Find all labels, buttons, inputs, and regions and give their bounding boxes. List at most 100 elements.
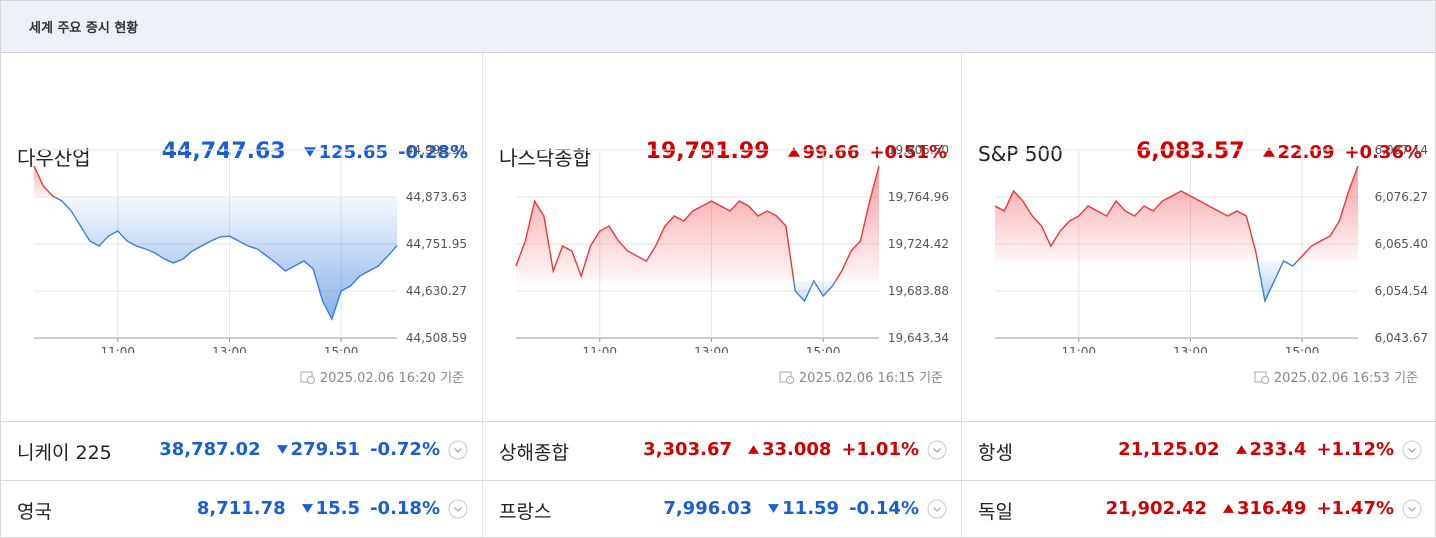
change-percent: -0.28% bbox=[398, 142, 468, 163]
y-tick-label: 19,724.42 bbox=[888, 237, 949, 251]
icon-shape bbox=[927, 440, 947, 459]
index-name: 프랑스 bbox=[499, 501, 552, 523]
y-tick-label: 44,630.27 bbox=[406, 284, 467, 298]
change-value: 233.4 bbox=[1249, 439, 1307, 460]
line-chart: 19,805.50 19,764.96 19,724.42 19,683.88 19,6… bbox=[515, 143, 949, 353]
y-tick-label: 44,508.59 bbox=[406, 331, 467, 345]
arrow-icon bbox=[1223, 504, 1234, 513]
icon-shape bbox=[933, 506, 941, 512]
y-tick-label: 19,805.50 bbox=[888, 143, 949, 157]
change: 316.49 bbox=[1223, 498, 1306, 519]
expand-button[interactable] bbox=[448, 440, 468, 460]
arrow-icon bbox=[276, 445, 288, 454]
change-percent: +1.47% bbox=[1316, 498, 1394, 519]
calendar-icon bbox=[1254, 371, 1269, 384]
icon-shape bbox=[454, 506, 462, 512]
x-tick-label: 13:00 bbox=[1173, 345, 1208, 353]
expand-button[interactable] bbox=[927, 440, 947, 460]
timestamp: 2025.02.06 16:15 기준 bbox=[779, 367, 943, 386]
index-name: 항셍 bbox=[978, 442, 1013, 464]
change: 15.5 bbox=[301, 498, 361, 519]
index-name: 상해종합 bbox=[499, 442, 569, 464]
quote: 19,791.99 99.66 +0.51% bbox=[646, 139, 947, 164]
price: 21,125.02 bbox=[1118, 439, 1220, 460]
arrow bbox=[748, 445, 759, 454]
arrow-icon bbox=[1235, 445, 1247, 454]
arrow bbox=[301, 504, 313, 513]
icon-shape bbox=[927, 499, 947, 518]
icon-shape bbox=[454, 447, 462, 453]
change: 33.008 bbox=[748, 439, 831, 460]
timestamp: 2025.02.06 16:20 기준 bbox=[300, 367, 464, 386]
change-percent: +1.12% bbox=[1316, 439, 1394, 460]
arrow-icon bbox=[787, 147, 800, 157]
change-value: 33.008 bbox=[762, 439, 832, 460]
y-tick-label: 19,764.96 bbox=[888, 190, 949, 204]
y-tick-label: 6,065.40 bbox=[1375, 237, 1428, 251]
area bbox=[54, 197, 397, 320]
price: 38,787.02 bbox=[159, 439, 261, 460]
index-panel: 나스닥종합 19,791.99 99.66 +0.51% 19,805.50 19,764… bbox=[483, 53, 962, 421]
arrow-icon bbox=[768, 504, 780, 513]
icon-shape bbox=[933, 447, 941, 453]
change: 99.66 bbox=[787, 142, 859, 163]
quote: 21,125.02 233.4 +1.12% bbox=[1118, 439, 1422, 460]
change: 11.59 bbox=[768, 498, 839, 519]
calendar-icon bbox=[779, 371, 794, 384]
price-line bbox=[793, 281, 837, 303]
y-tick-label: 6,076.27 bbox=[1375, 190, 1428, 204]
price: 8,711.78 bbox=[196, 498, 286, 519]
price: 19,791.99 bbox=[645, 139, 770, 164]
arrow bbox=[1262, 147, 1275, 157]
icon-shape bbox=[785, 375, 794, 384]
quote: 7,996.03 11.59 -0.14% bbox=[663, 498, 947, 519]
y-tick-label: 6,054.54 bbox=[1375, 284, 1428, 298]
change-percent: -0.18% bbox=[370, 498, 440, 519]
icon-shape bbox=[1260, 375, 1269, 384]
index-name: 니케이 225 bbox=[17, 442, 112, 464]
area bbox=[516, 165, 879, 282]
price-line bbox=[1256, 260, 1299, 304]
price-line bbox=[515, 165, 880, 282]
y-tick-label: 44,751.95 bbox=[406, 237, 467, 251]
change-percent: +1.01% bbox=[841, 439, 919, 460]
header: 세계 주요 증시 현황 bbox=[1, 1, 1435, 53]
icon-shape bbox=[448, 499, 468, 518]
x-tick-label: 15:00 bbox=[1285, 345, 1320, 353]
expand-button[interactable] bbox=[448, 499, 468, 519]
line-chart: 44,995.31 44,873.63 44,751.95 44,630.27 44,5… bbox=[33, 143, 467, 353]
change: 22.09 bbox=[1262, 142, 1334, 163]
timestamp-text: 2025.02.06 16:53 기준 bbox=[1273, 371, 1418, 386]
quote: 21,902.42 316.49 +1.47% bbox=[1106, 498, 1422, 519]
icon-shape bbox=[1408, 506, 1416, 512]
x-tick-label: 11:00 bbox=[1061, 345, 1096, 353]
arrow bbox=[1223, 504, 1234, 513]
expand-button[interactable] bbox=[1402, 499, 1422, 519]
arrow-icon bbox=[748, 445, 759, 454]
timestamp-text: 2025.02.06 16:20 기준 bbox=[319, 371, 464, 386]
icon-shape bbox=[448, 440, 468, 459]
change-percent: -0.14% bbox=[849, 498, 919, 519]
expand-button[interactable] bbox=[927, 499, 947, 519]
x-tick-label: 15:00 bbox=[324, 345, 359, 353]
index-panel: S&P 500 6,083.57 22.09 +0.36% 6,087.14 6,076.… bbox=[962, 53, 1435, 421]
icon-shape bbox=[1408, 447, 1416, 453]
change-value: 125.65 bbox=[318, 141, 389, 163]
change-value: 316.49 bbox=[1237, 498, 1307, 519]
change-percent: +0.51% bbox=[869, 142, 947, 163]
y-tick-label: 44,873.63 bbox=[406, 190, 467, 204]
change-value: 15.5 bbox=[315, 498, 361, 519]
calendar-icon bbox=[300, 371, 315, 384]
index-row: 프랑스 7,996.03 11.59 -0.14% bbox=[483, 480, 962, 537]
x-tick-label: 13:00 bbox=[694, 345, 729, 353]
index-row: 니케이 225 38,787.02 279.51 -0.72% bbox=[1, 421, 483, 480]
timestamp: 2025.02.06 16:53 기준 bbox=[1254, 367, 1418, 386]
icon-shape bbox=[1402, 440, 1422, 459]
arrow-icon bbox=[301, 504, 313, 513]
price: 44,747.63 bbox=[161, 139, 286, 164]
area bbox=[516, 281, 879, 302]
index-row: 영국 8,711.78 15.5 -0.18% bbox=[1, 480, 483, 537]
expand-button[interactable] bbox=[1402, 440, 1422, 460]
x-tick-label: 15:00 bbox=[806, 345, 841, 353]
